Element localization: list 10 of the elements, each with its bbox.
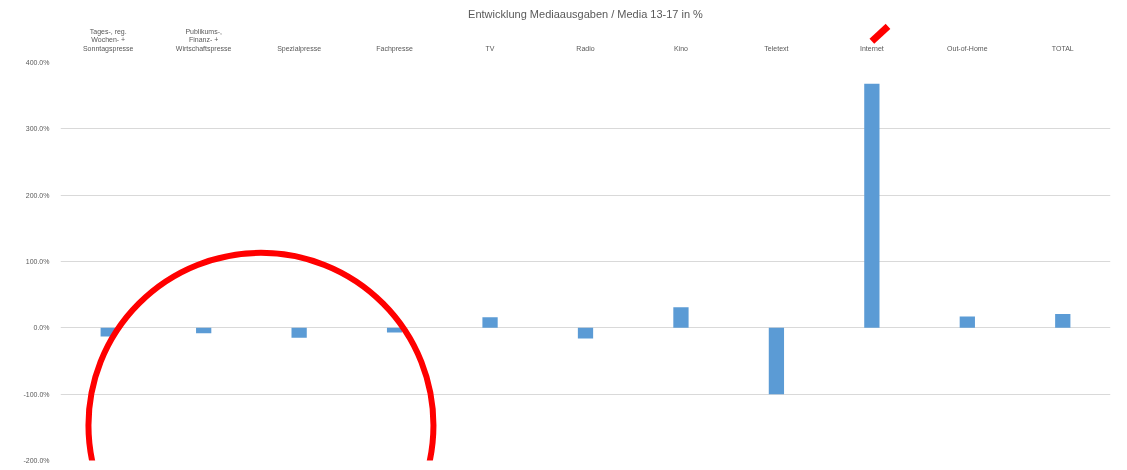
chart-title: Entwicklung Mediaausgaben / Media 13-17 in % [468, 7, 704, 20]
bar [768, 327, 785, 395]
bar [1055, 313, 1071, 328]
bar [959, 316, 975, 328]
bar [196, 327, 212, 334]
bar [673, 307, 689, 328]
bar [482, 317, 498, 328]
bar [291, 327, 307, 338]
bar [577, 327, 594, 339]
bar [864, 83, 880, 328]
